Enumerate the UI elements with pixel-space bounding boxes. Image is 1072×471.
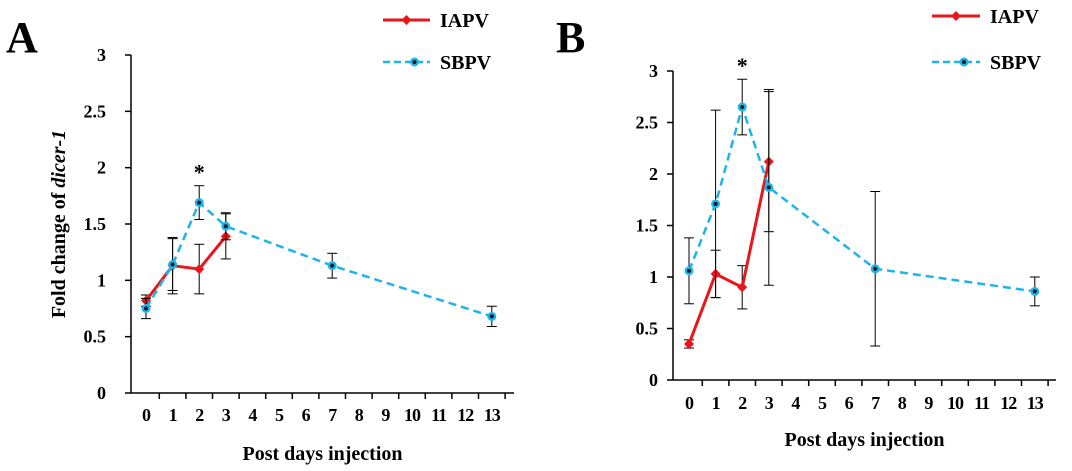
series-line-sbpv (687, 102, 1035, 293)
x-tick-label: 10 (947, 393, 964, 413)
x-tick-label: 2 (738, 393, 747, 413)
data-point-center (223, 224, 228, 229)
x-tick-label: 13 (1027, 393, 1044, 413)
x-tick-label: 9 (924, 393, 933, 413)
y-tick-label: 0 (649, 370, 658, 390)
panel-label: B (556, 13, 585, 62)
y-tick-label: 0 (97, 383, 106, 403)
x-tick-label: 1 (169, 405, 178, 425)
x-tick-label: 8 (355, 405, 364, 425)
x-tick-label: 1 (712, 393, 721, 413)
x-axis-title: Post days injection (243, 443, 403, 465)
x-tick-label: 2 (195, 405, 204, 425)
data-point-center (170, 262, 175, 267)
x-tick-label: 11 (974, 393, 990, 413)
x-tick-label: 4 (248, 405, 257, 425)
data-point-iapv (194, 264, 205, 275)
y-axis-title-prefix: Fold change of (48, 188, 70, 319)
x-tick-label: 12 (1000, 393, 1017, 413)
data-point-iapv (737, 282, 748, 293)
x-tick-label: 4 (791, 393, 800, 413)
y-tick-label: 1 (649, 267, 658, 287)
data-point-center (766, 185, 771, 190)
legend-marker (951, 11, 961, 21)
x-axis-title: Post days injection (785, 429, 945, 451)
y-tick-label: 0.5 (636, 319, 659, 339)
significance-asterisk: * (737, 53, 748, 78)
x-tick-label: 13 (484, 405, 501, 425)
x-tick-label: 3 (222, 405, 231, 425)
data-point-center (713, 201, 718, 206)
panel-label: A (6, 13, 38, 62)
data-point-center (144, 306, 148, 311)
data-point-center (489, 314, 494, 319)
y-tick-label: 0.5 (84, 327, 107, 347)
x-tick-label: 8 (898, 393, 907, 413)
y-tick-label: 2 (97, 158, 106, 178)
y-axis-title-gene: dicer-1 (48, 130, 70, 188)
data-point-center (740, 105, 745, 110)
data-point-center (1032, 289, 1037, 294)
y-tick-label: 3 (649, 61, 658, 81)
legend-label-sbpv: SBPV (990, 52, 1042, 74)
y-tick-label: 2 (649, 164, 658, 184)
data-point-iapv (684, 338, 694, 349)
x-tick-label: 6 (845, 393, 854, 413)
x-tick-label: 12 (457, 405, 474, 425)
x-tick-label: 9 (381, 405, 390, 425)
x-tick-label: 7 (328, 405, 337, 425)
legend-label-iapv: IAPV (990, 6, 1039, 28)
legend-marker (401, 15, 412, 25)
legend-label-sbpv: SBPV (440, 52, 492, 74)
data-point-center (873, 266, 878, 271)
legend-marker-center (412, 60, 417, 64)
series-line-sbpv (144, 200, 493, 318)
y-tick-label: 2.5 (636, 113, 659, 133)
series-line-iapv (687, 161, 771, 345)
x-tick-label: 0 (685, 393, 694, 413)
y-tick-label: 2.5 (84, 101, 107, 121)
y-tick-label: 1 (97, 270, 106, 290)
y-tick-label: 1.5 (636, 216, 659, 236)
x-tick-label: 6 (302, 405, 311, 425)
y-tick-label: 3 (97, 45, 106, 65)
x-tick-label: 0 (142, 405, 151, 425)
series-line-iapv (144, 235, 227, 302)
x-tick-label: 5 (818, 393, 827, 413)
data-point-center (687, 268, 691, 273)
significance-asterisk: * (194, 160, 205, 185)
x-tick-label: 7 (871, 393, 880, 413)
legend-label-iapv: IAPV (440, 10, 489, 32)
y-axis-title: Fold change of dicer-1 (48, 130, 70, 318)
x-tick-label: 10 (404, 405, 421, 425)
x-tick-label: 5 (275, 405, 284, 425)
x-tick-label: 11 (431, 405, 447, 425)
legend-marker-center (962, 60, 966, 64)
data-point-center (197, 200, 202, 205)
data-point-center (330, 263, 335, 268)
y-tick-label: 1.5 (84, 214, 107, 234)
x-tick-label: 3 (765, 393, 774, 413)
